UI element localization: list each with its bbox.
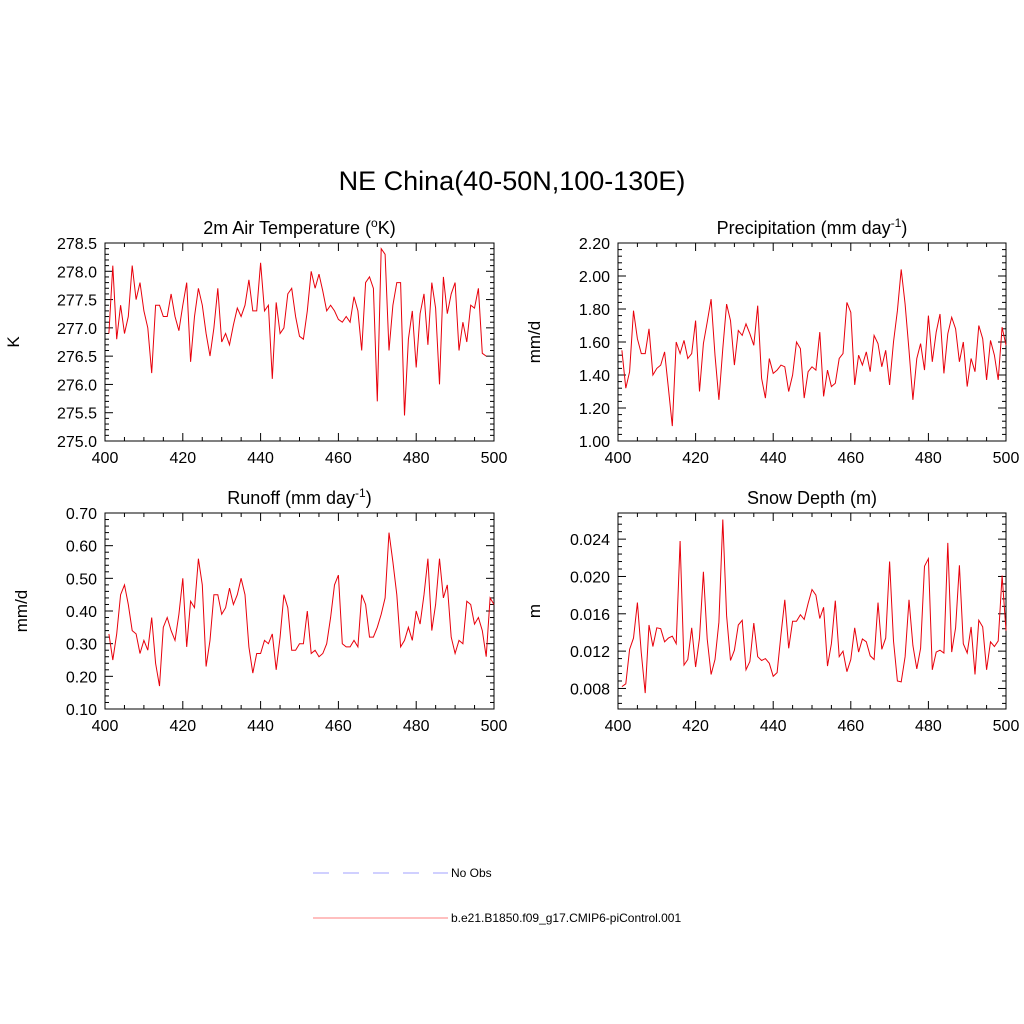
precipitation-series-line <box>621 269 1007 427</box>
temperature-y-tick-label: 275.0 <box>57 434 97 451</box>
runoff-x-tick-label: 400 <box>92 718 119 735</box>
legend-label-no-obs: No Obs <box>451 866 492 880</box>
snow-depth-x-tick-label: 440 <box>760 718 787 735</box>
precipitation-y-tick-label: 1.80 <box>579 302 610 319</box>
snow-depth-plot-frame <box>617 512 1007 710</box>
precipitation-y-tick-label: 2.20 <box>579 236 610 253</box>
figure-title: NE China(40-50N,100-130E) <box>338 166 686 196</box>
precipitation-y-tick-label: 1.00 <box>579 434 610 451</box>
precipitation-y-tick-label: 1.60 <box>579 335 610 352</box>
precipitation-x-tick-label: 500 <box>993 450 1020 467</box>
runoff-plot-frame <box>104 512 495 710</box>
temperature-y-tick-label: 278.0 <box>57 264 97 281</box>
runoff-x-tick-label: 500 <box>481 718 508 735</box>
temperature-x-tick-label: 440 <box>247 450 274 467</box>
snow-depth-y-tick-label: 0.024 <box>570 532 610 549</box>
precipitation-plot-title: Precipitation (mm day-1) <box>717 216 908 238</box>
precipitation-x-tick-label: 480 <box>915 450 942 467</box>
temperature-y-axis-label: K <box>4 336 23 348</box>
snow-depth-y-tick-label: 0.008 <box>570 681 610 698</box>
temperature-y-tick-label: 275.5 <box>57 406 97 423</box>
snow-depth-x-tick-label: 460 <box>837 718 864 735</box>
precipitation-x-tick-label: 460 <box>837 450 864 467</box>
temperature-x-tick-label: 480 <box>403 450 430 467</box>
runoff-x-tick-label: 460 <box>325 718 352 735</box>
temperature-y-tick-label: 277.0 <box>57 321 97 338</box>
temperature-x-tick-label: 420 <box>169 450 196 467</box>
temperature-x-tick-label: 400 <box>92 450 119 467</box>
runoff-x-tick-label: 440 <box>247 718 274 735</box>
snow-depth-y-tick-label: 0.012 <box>570 644 610 661</box>
snow-depth-plot-title: Snow Depth (m) <box>747 488 877 508</box>
runoff-plot-title: Runoff (mm day-1) <box>227 486 371 508</box>
snow-depth-x-tick-label: 400 <box>605 718 632 735</box>
temperature-y-tick-label: 276.0 <box>57 377 97 394</box>
temperature-x-tick-label: 460 <box>325 450 352 467</box>
runoff-y-tick-label: 0.60 <box>66 539 97 556</box>
temperature-y-tick-label: 278.5 <box>57 236 97 253</box>
precipitation-x-tick-label: 440 <box>760 450 787 467</box>
runoff-x-tick-label: 480 <box>403 718 430 735</box>
snow-depth-y-tick-label: 0.020 <box>570 569 610 586</box>
snow-depth-series-line <box>621 519 1007 694</box>
runoff-y-tick-label: 0.70 <box>66 506 97 523</box>
snow-depth-x-tick-label: 480 <box>915 718 942 735</box>
runoff-y-tick-label: 0.40 <box>66 604 97 621</box>
precipitation-y-tick-label: 1.20 <box>579 401 610 418</box>
snow-depth-x-tick-label: 420 <box>682 718 709 735</box>
temperature-plot-title: 2m Air Temperature (oK) <box>203 216 395 238</box>
snow-depth-y-tick-label: 0.016 <box>570 607 610 624</box>
runoff-y-tick-label: 0.10 <box>66 702 97 719</box>
temperature-x-tick-label: 500 <box>481 450 508 467</box>
precipitation-y-tick-label: 2.00 <box>579 269 610 286</box>
temperature-series-line <box>108 247 487 416</box>
runoff-y-tick-label: 0.50 <box>66 571 97 588</box>
temperature-y-tick-label: 276.5 <box>57 349 97 366</box>
runoff-series-line <box>108 532 495 687</box>
legend-label-picontrol: b.e21.B1850.f09_g17.CMIP6-piControl.001 <box>451 911 682 925</box>
precipitation-x-tick-label: 420 <box>682 450 709 467</box>
runoff-y-tick-label: 0.20 <box>66 669 97 686</box>
snow-depth-y-axis-label: m <box>525 604 544 618</box>
runoff-y-tick-label: 0.30 <box>66 637 97 654</box>
temperature-plot-frame <box>104 242 495 442</box>
runoff-y-axis-label: mm/d <box>12 590 31 633</box>
precipitation-y-tick-label: 1.40 <box>579 368 610 385</box>
runoff-x-tick-label: 420 <box>169 718 196 735</box>
snow-depth-x-tick-label: 500 <box>993 718 1020 735</box>
temperature-y-tick-label: 277.5 <box>57 293 97 310</box>
precipitation-x-tick-label: 400 <box>605 450 632 467</box>
precipitation-y-axis-label: mm/d <box>525 321 544 364</box>
